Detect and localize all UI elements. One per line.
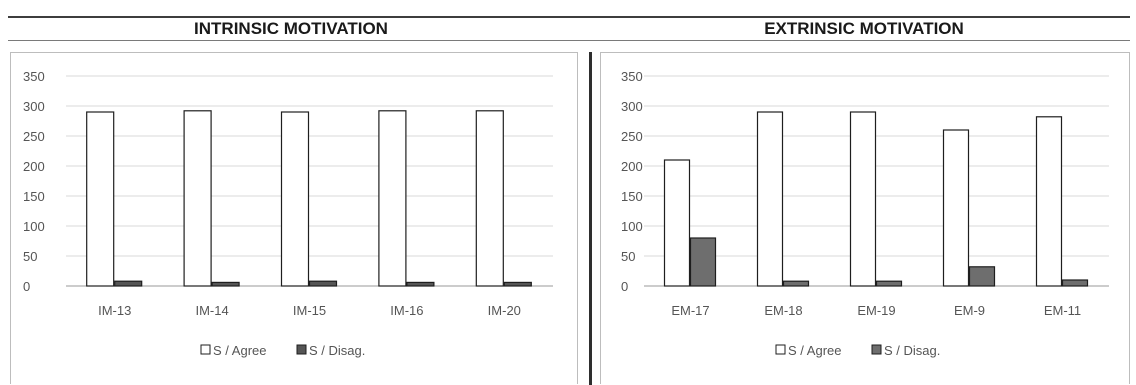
bar-agree (475, 110, 504, 287)
chart-intrinsic: 0 50 100 150 200 250 300 350 IM-13 IM-14 IM-15 IM-1… (10, 52, 578, 384)
bar-agree (663, 159, 691, 287)
legend-label: S / Agree (788, 343, 841, 358)
legend: S / Agree S / Disag. (200, 343, 365, 358)
bar-disagree (689, 237, 717, 287)
x-tick-label: EM-9 (954, 303, 985, 318)
y-tick-label: 300 (23, 99, 45, 114)
y-tick-label: 250 (23, 129, 45, 144)
chart-title-extrinsic: EXTRINSIC MOTIVATION (764, 19, 964, 38)
bar-agree (378, 110, 407, 287)
x-tick-label: IM-20 (488, 303, 521, 318)
top-rule (8, 16, 1130, 18)
legend-swatch (200, 344, 211, 355)
legend-label: S / Agree (213, 343, 266, 358)
bar-agree (280, 111, 310, 287)
y-tick-label: 200 (23, 159, 45, 174)
y-tick-label: 50 (621, 249, 635, 264)
bar-disagree (308, 280, 338, 287)
bar-disagree (1061, 279, 1089, 287)
y-tick-label: 300 (621, 99, 643, 114)
y-tick-label: 350 (23, 69, 45, 84)
bar-agree (1035, 116, 1063, 287)
y-tick-label: 100 (621, 219, 643, 234)
header-rule (8, 40, 1130, 41)
bar-disagree (211, 281, 240, 287)
bar-disagree (782, 280, 810, 287)
x-tick-label: IM-13 (98, 303, 131, 318)
bar-disagree (968, 266, 996, 287)
chart-title-intrinsic: INTRINSIC MOTIVATION (194, 19, 388, 38)
bar-agree (183, 110, 212, 287)
bar-agree (756, 111, 784, 287)
legend: S / Agree S / Disag. (775, 343, 940, 358)
bar-agree (86, 111, 115, 287)
y-tick-label: 150 (23, 189, 45, 204)
chart-extrinsic: 0 50 100 150 200 250 300 350 EM-17 EM-18 EM-19 EM-9… (600, 52, 1130, 384)
legend-swatch (775, 344, 786, 355)
legend-swatch (871, 344, 882, 355)
y-tick-label: 200 (621, 159, 643, 174)
chart-extrinsic-svg: 0 50 100 150 200 250 300 350 EM-17 EM-18 EM-19 EM-9… (621, 69, 1109, 358)
x-tick-label: IM-14 (195, 303, 228, 318)
legend-swatch (296, 344, 307, 355)
x-tick-label: EM-11 (1044, 303, 1081, 318)
panel-divider (589, 52, 592, 385)
y-tick-label: 350 (621, 69, 643, 84)
bar-disagree (875, 280, 903, 287)
bar-agree (849, 111, 877, 287)
y-tick-label: 100 (23, 219, 45, 234)
bar-disagree (406, 281, 435, 287)
bar-agree (942, 129, 970, 287)
y-tick-label: 0 (621, 279, 628, 294)
y-tick-label: 0 (23, 279, 30, 294)
legend-label: S / Disag. (884, 343, 940, 358)
x-tick-label: EM-18 (764, 303, 802, 318)
bar-disagree (503, 281, 532, 287)
chart-intrinsic-svg: 0 50 100 150 200 250 300 350 IM-13 IM-14 IM-15 IM-1… (23, 69, 553, 358)
y-tick-label: 150 (621, 189, 643, 204)
x-tick-label: EM-17 (671, 303, 709, 318)
x-tick-label: IM-15 (293, 303, 326, 318)
y-tick-label: 50 (23, 249, 37, 264)
y-tick-label: 250 (621, 129, 643, 144)
x-tick-label: EM-19 (857, 303, 895, 318)
bar-disagree (114, 280, 143, 287)
x-tick-label: IM-16 (390, 303, 423, 318)
legend-label: S / Disag. (309, 343, 365, 358)
